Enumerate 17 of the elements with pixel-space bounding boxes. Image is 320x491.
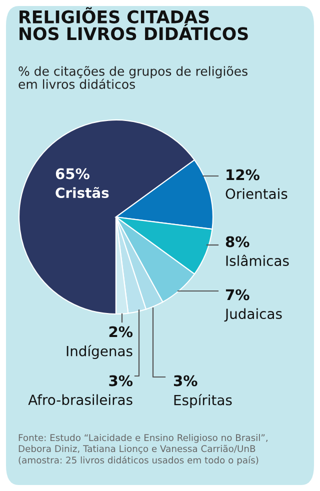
data-label: 3% <box>109 375 133 386</box>
data-label: 2% <box>109 326 133 338</box>
slice-label: Afro-brasileiras <box>28 394 132 406</box>
slice-label: Judaicas <box>224 308 282 322</box>
data-label: 12% <box>226 169 260 180</box>
data-label: 65% <box>56 168 90 180</box>
slice-label: Espíritas <box>174 394 232 408</box>
data-label: 7% <box>226 289 250 300</box>
data-label: 8% <box>226 236 250 248</box>
chart-title: RELIGIÕES CITADAS NOS LIVROS DIDÁTICOS <box>20 7 248 40</box>
slice-label: Indígenas <box>66 345 132 359</box>
chart-subtitle: % de citações de grupos de religiões em livros didáticos <box>18 66 248 89</box>
slice-label: Cristãs <box>56 187 109 198</box>
data-label: 3% <box>174 375 198 386</box>
slice-label: Orientais <box>226 188 288 200</box>
source-note: Fonte: Estudo “Laicidade e Ensino Religioso no Brasil”, Debora Diniz, Tatiana Lionço e Vanessa Carrião/UnB (amostra: 25 livros didáticos usados em todo o país) <box>18 434 268 466</box>
slice-label: Islâmicas <box>226 254 289 266</box>
